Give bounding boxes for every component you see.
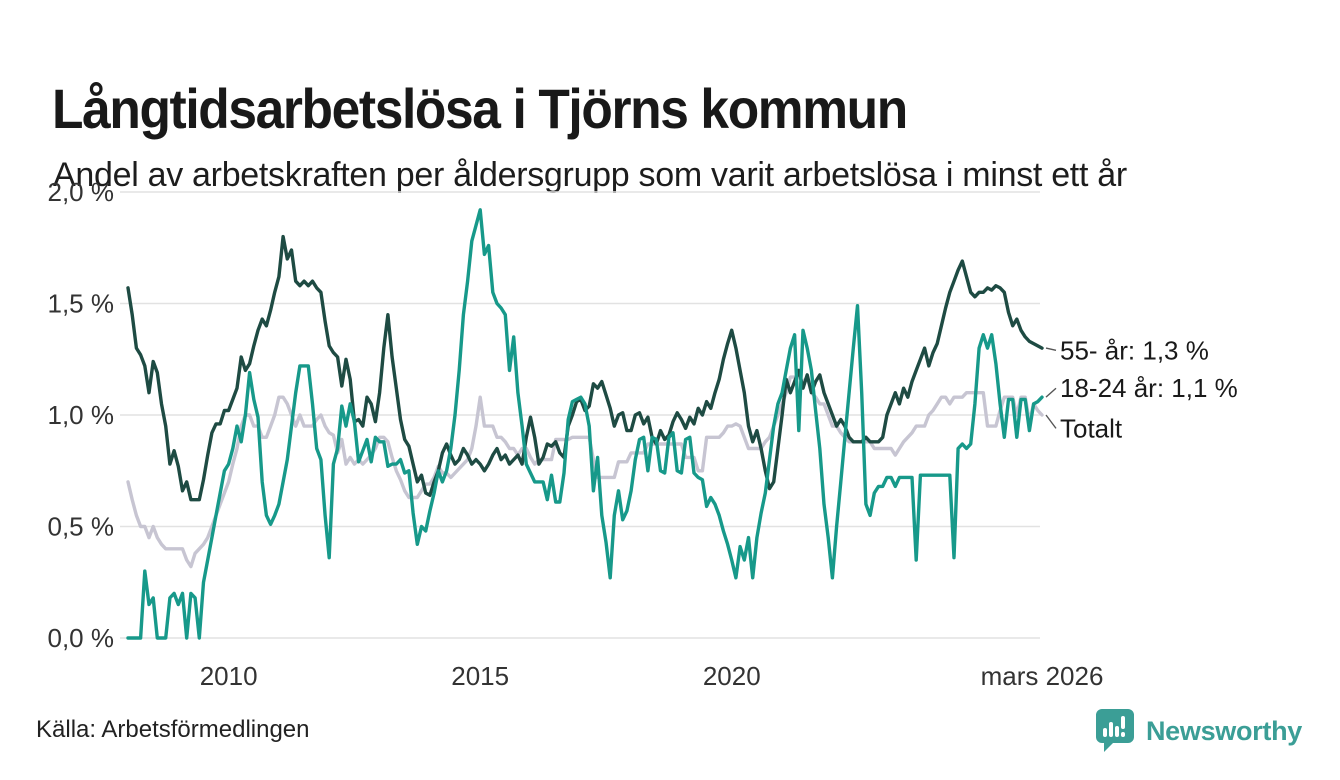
y-axis-tick-label: 2,0 % <box>48 177 115 207</box>
source-note: Källa: Arbetsförmedlingen <box>36 716 310 743</box>
series-line-18-24-ar <box>126 208 1044 640</box>
label-connector <box>1045 387 1057 398</box>
newsworthy-speech-bubble-bar-chart-icon <box>1095 709 1134 752</box>
series-line-totalt <box>126 375 1044 569</box>
series-end-label-18-24-ar: 18-24 år: 1,1 % <box>1060 373 1238 403</box>
label-connector <box>1045 414 1057 429</box>
y-axis-tick-label: 1,0 % <box>48 400 115 430</box>
x-axis-tick-label: 2010 <box>200 661 258 691</box>
series-line-55-ar <box>126 234 1044 502</box>
label-connector <box>1045 347 1057 352</box>
page-title: Långtidsarbetslösa i Tjörns kommun <box>52 76 908 140</box>
x-axis-tick-label: mars 2026 <box>981 661 1104 691</box>
chart-subtitle: Andel av arbetskraften per åldersgrupp s… <box>53 156 1127 194</box>
series-end-label-totalt: Totalt <box>1060 413 1123 443</box>
brand-name: Newsworthy <box>1145 715 1302 746</box>
y-axis-tick-label: 0,5 % <box>48 512 115 542</box>
y-axis-tick-label: 1,5 % <box>48 289 115 319</box>
newsworthy-logo: Newsworthy <box>1095 708 1302 754</box>
y-axis-tick-label: 0,0 % <box>48 623 115 653</box>
x-axis-tick-label: 2020 <box>703 661 761 691</box>
series-end-label-55-ar: 55- år: 1,3 % <box>1060 335 1209 365</box>
x-axis-tick-label: 2015 <box>451 661 509 691</box>
